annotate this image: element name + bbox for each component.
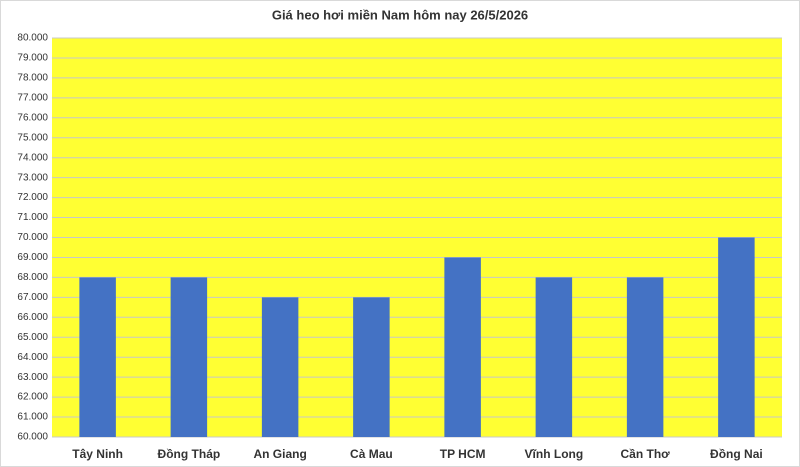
y-tick-label: 62.000 — [17, 392, 48, 403]
y-tick-label: 68.000 — [17, 272, 48, 283]
y-tick-label: 75.000 — [17, 132, 48, 143]
bar — [535, 277, 573, 437]
x-tick-label: Cần Thơ — [621, 447, 671, 461]
y-tick-label: 76.000 — [17, 112, 48, 123]
y-tick-label: 60.000 — [17, 432, 48, 443]
y-tick-label: 74.000 — [17, 152, 48, 163]
bar — [444, 257, 481, 437]
x-tick-label: Đồng Nai — [710, 447, 763, 461]
y-tick-label: 77.000 — [17, 92, 48, 103]
y-tick-label: 73.000 — [17, 172, 48, 183]
y-tick-label: 66.000 — [17, 312, 48, 323]
x-tick-label: Đồng Tháp — [158, 447, 221, 461]
y-tick-label: 64.000 — [17, 352, 48, 363]
y-tick-label: 80.000 — [17, 33, 48, 44]
y-tick-label: 71.000 — [17, 212, 48, 223]
bar — [261, 297, 299, 437]
bar — [718, 237, 755, 437]
y-tick-label: 63.000 — [17, 372, 48, 383]
y-tick-label: 78.000 — [17, 73, 48, 84]
bar — [353, 297, 390, 437]
y-tick-label: 72.000 — [17, 192, 48, 203]
x-tick-label: Cà Mau — [350, 447, 393, 461]
x-tick-label: TP HCM — [440, 447, 486, 461]
y-tick-label: 65.000 — [17, 332, 48, 343]
y-tick-label: 67.000 — [17, 292, 48, 303]
bar — [170, 277, 208, 437]
bar — [79, 277, 116, 437]
y-tick-label: 79.000 — [17, 53, 48, 64]
y-tick-label: 69.000 — [17, 252, 48, 263]
x-tick-label: Tây Ninh — [72, 447, 123, 461]
y-tick-label: 61.000 — [17, 412, 48, 423]
chart-title: Giá heo hơi miền Nam hôm nay 26/5/2026 — [272, 7, 528, 22]
bar — [626, 277, 664, 437]
x-tick-label: An Giang — [253, 447, 306, 461]
x-tick-label: Vĩnh Long — [525, 447, 584, 461]
y-tick-label: 70.000 — [17, 232, 48, 243]
